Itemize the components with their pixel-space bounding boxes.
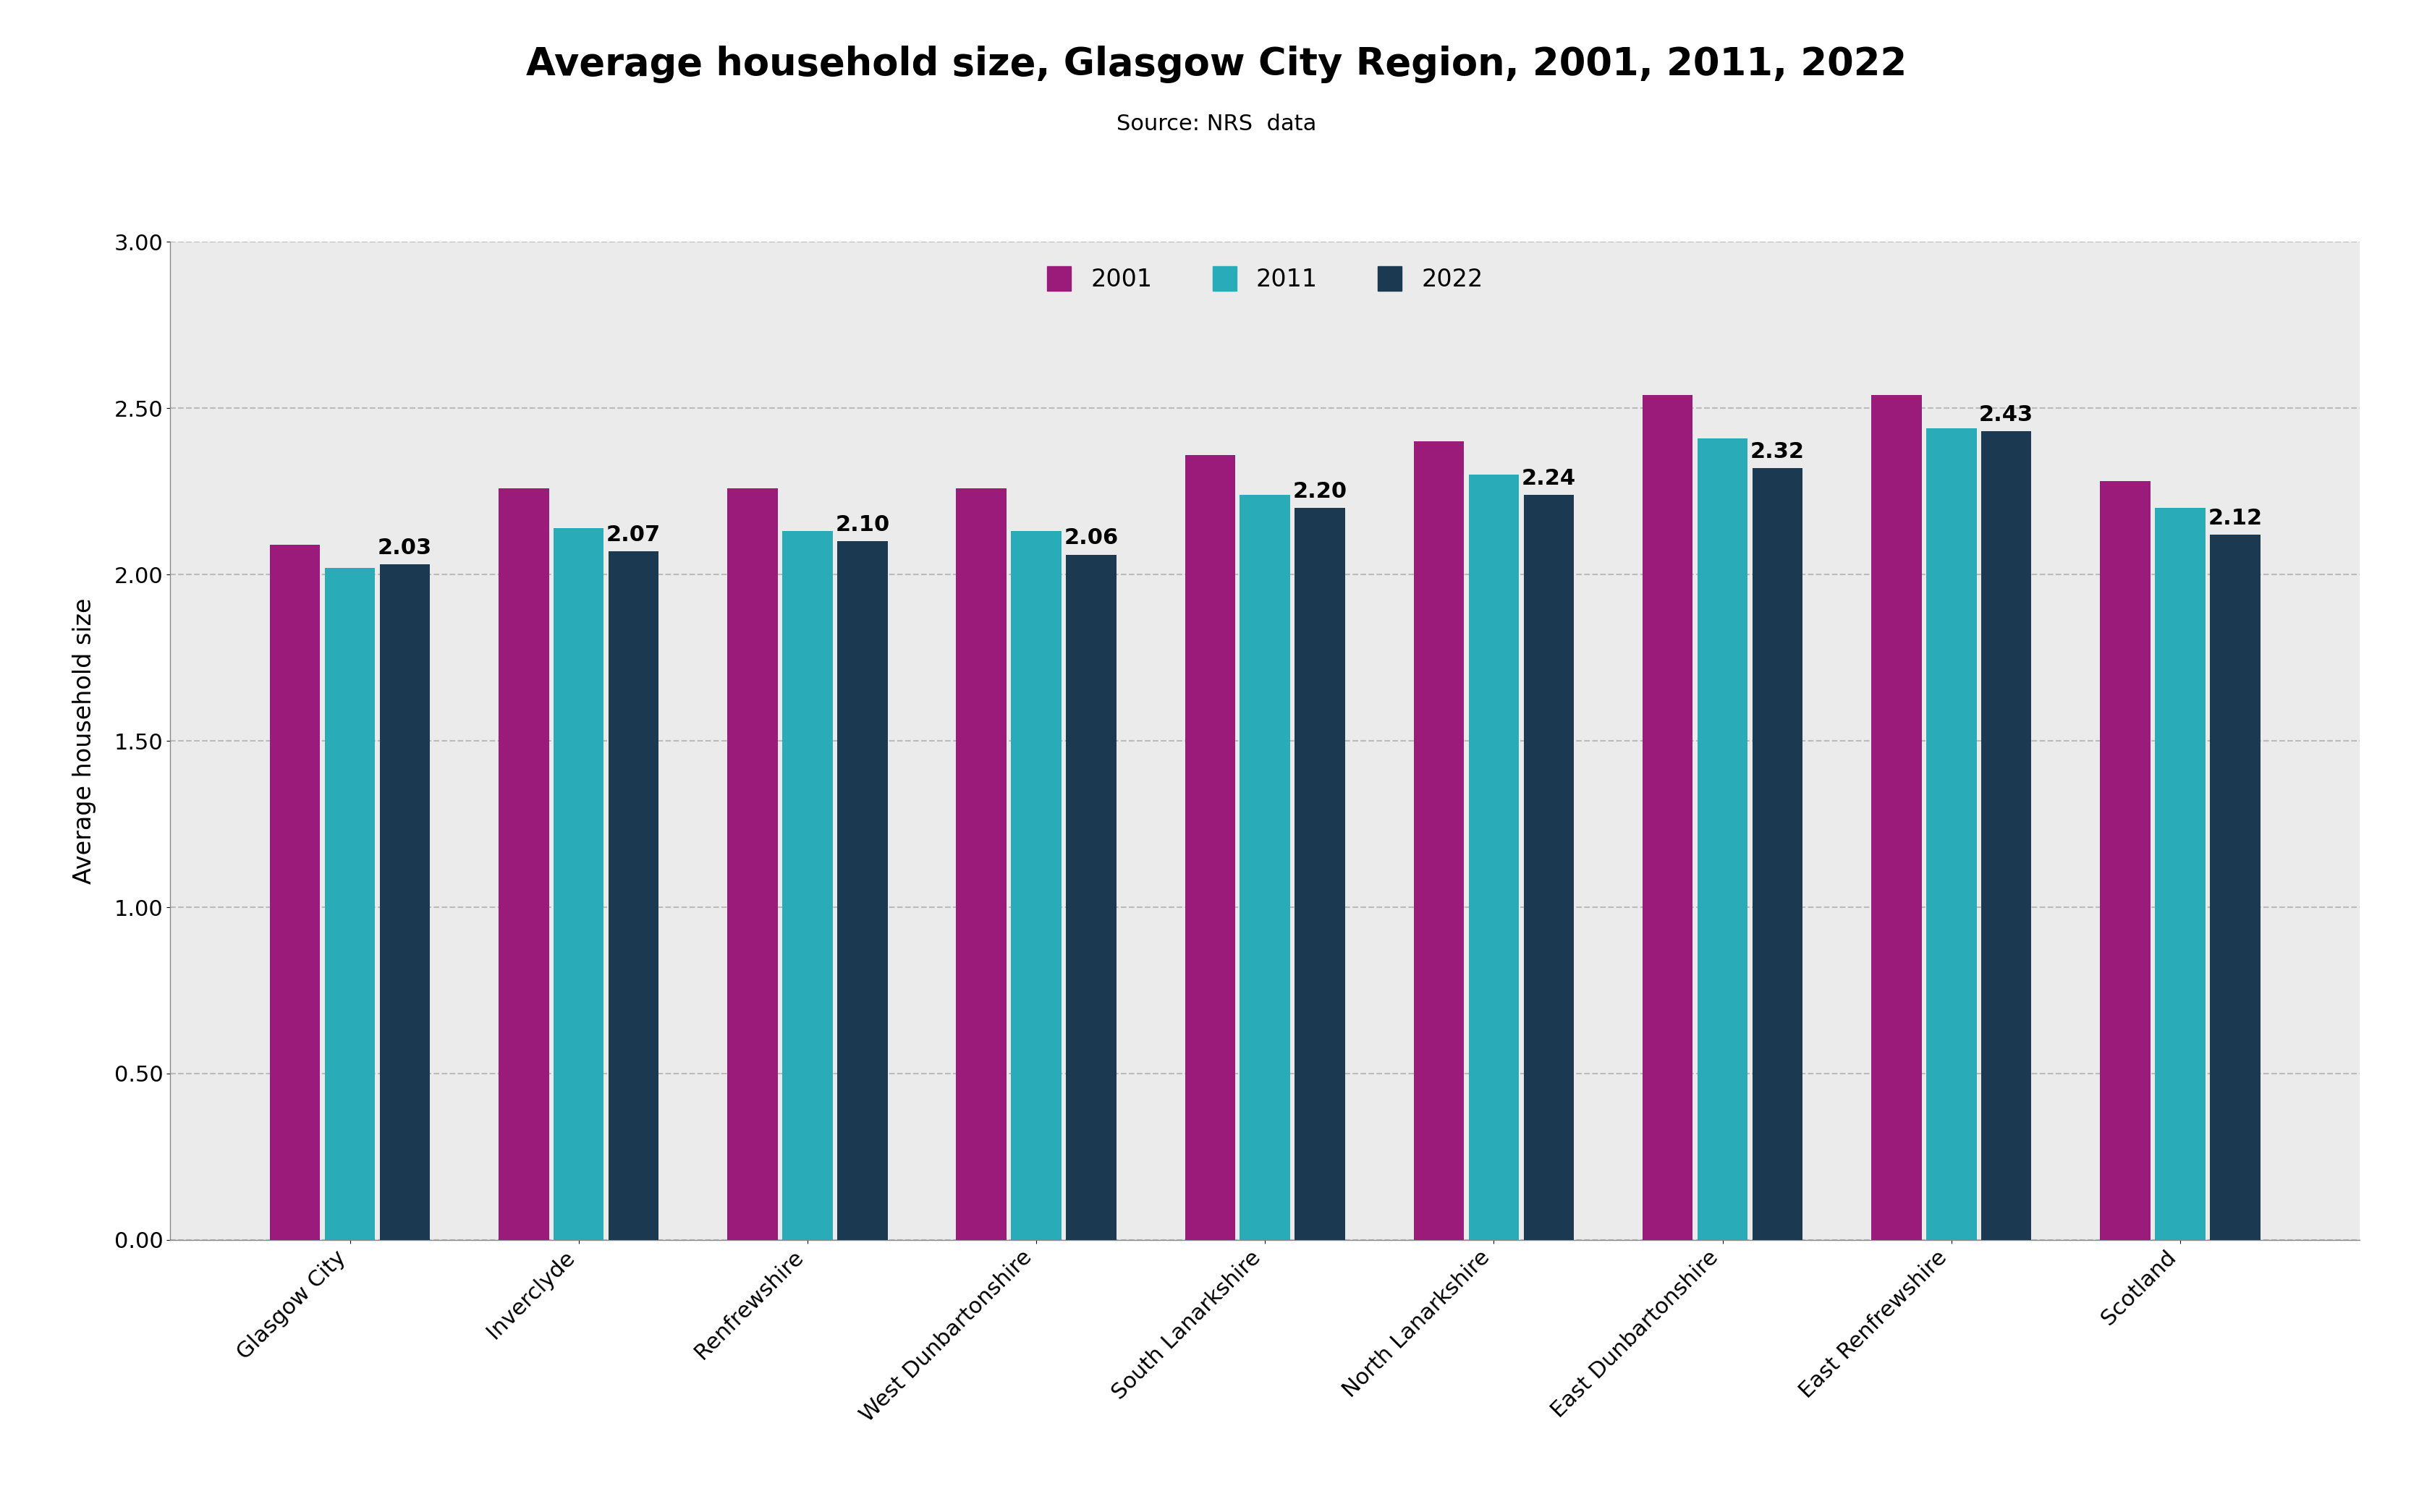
Bar: [1240, 494, 1289, 1240]
Bar: [2155, 508, 2206, 1240]
Bar: [323, 569, 375, 1240]
Bar: [1469, 475, 1518, 1240]
Bar: [727, 488, 778, 1240]
Text: 2.10: 2.10: [834, 514, 890, 535]
Text: 2.03: 2.03: [377, 538, 433, 558]
Bar: [1751, 469, 1802, 1240]
Bar: [1522, 494, 1574, 1240]
Bar: [1642, 395, 1693, 1240]
Bar: [2099, 481, 2150, 1240]
Text: 2.43: 2.43: [1980, 405, 2033, 425]
Legend: 2001, 2011, 2022: 2001, 2011, 2022: [1034, 254, 1496, 304]
Bar: [379, 564, 430, 1240]
Bar: [1980, 431, 2031, 1240]
Y-axis label: Average household size: Average household size: [73, 597, 95, 885]
Text: Source: NRS  data: Source: NRS data: [1116, 113, 1316, 135]
Text: 2.20: 2.20: [1291, 481, 1347, 502]
Bar: [1065, 555, 1116, 1240]
Bar: [837, 541, 888, 1240]
Bar: [1870, 395, 1921, 1240]
Bar: [2208, 535, 2259, 1240]
Text: 2.06: 2.06: [1063, 528, 1119, 549]
Bar: [554, 528, 603, 1240]
Bar: [956, 488, 1007, 1240]
Bar: [1926, 428, 1975, 1240]
Bar: [1294, 508, 1345, 1240]
Text: 2.12: 2.12: [2208, 508, 2262, 529]
Text: 2.07: 2.07: [606, 525, 662, 546]
Bar: [270, 544, 321, 1240]
Bar: [1012, 531, 1060, 1240]
Bar: [608, 552, 659, 1240]
Bar: [1698, 438, 1746, 1240]
Bar: [783, 531, 832, 1240]
Text: 2.24: 2.24: [1520, 467, 1576, 488]
Text: 2.32: 2.32: [1751, 442, 1805, 463]
Text: Average household size, Glasgow City Region, 2001, 2011, 2022: Average household size, Glasgow City Reg…: [525, 45, 1907, 83]
Bar: [499, 488, 550, 1240]
Bar: [1184, 455, 1235, 1240]
Bar: [1413, 442, 1464, 1240]
